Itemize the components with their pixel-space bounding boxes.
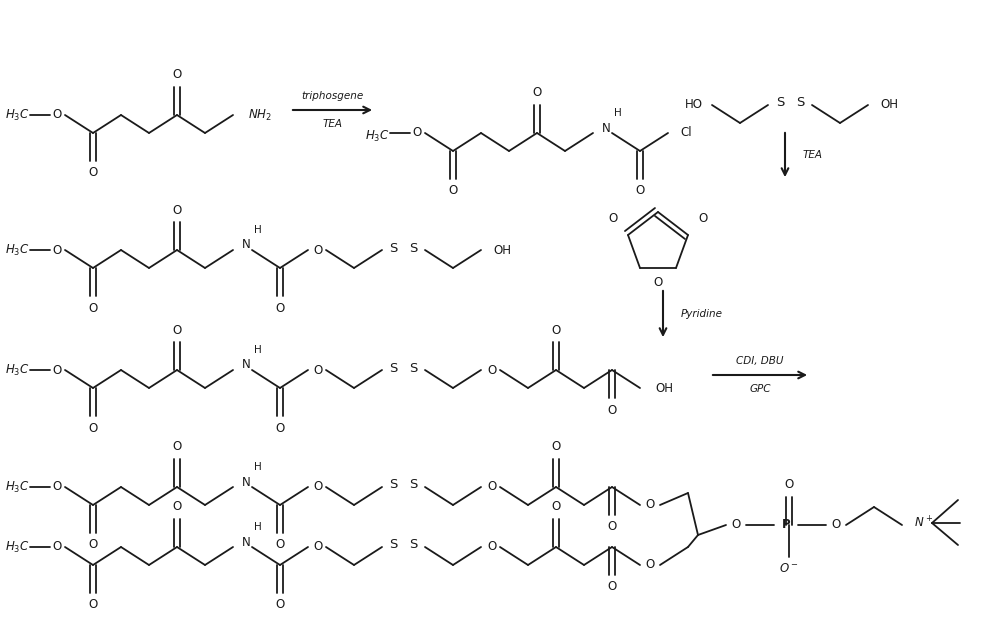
Text: S: S bbox=[409, 362, 417, 375]
Text: O: O bbox=[607, 520, 617, 533]
Text: TEA: TEA bbox=[803, 150, 823, 160]
Text: O: O bbox=[88, 598, 98, 611]
Text: N: N bbox=[242, 536, 251, 549]
Text: O: O bbox=[275, 421, 285, 434]
Text: O: O bbox=[551, 323, 561, 336]
Text: $N^+$: $N^+$ bbox=[914, 515, 933, 531]
Text: triphosgene: triphosgene bbox=[301, 91, 364, 101]
Text: O: O bbox=[551, 501, 561, 514]
Text: OH: OH bbox=[880, 98, 898, 111]
Text: O: O bbox=[607, 404, 617, 417]
Text: O: O bbox=[52, 481, 62, 494]
Text: O: O bbox=[52, 363, 62, 376]
Text: $H_3C$: $H_3C$ bbox=[5, 108, 30, 122]
Text: O: O bbox=[172, 203, 182, 216]
Text: O: O bbox=[172, 501, 182, 514]
Text: O: O bbox=[313, 243, 323, 256]
Text: TEA: TEA bbox=[322, 119, 342, 129]
Text: O: O bbox=[645, 559, 655, 572]
Text: S: S bbox=[796, 96, 804, 109]
Text: N: N bbox=[242, 475, 251, 488]
Text: Cl: Cl bbox=[680, 127, 692, 140]
Text: O: O bbox=[532, 87, 542, 99]
Text: O: O bbox=[88, 538, 98, 551]
Text: $H_3C$: $H_3C$ bbox=[365, 129, 390, 143]
Text: S: S bbox=[389, 362, 397, 375]
Text: O: O bbox=[731, 519, 741, 531]
Text: $NH_2$: $NH_2$ bbox=[248, 108, 272, 122]
Text: O: O bbox=[275, 302, 285, 315]
Text: CDI, DBU: CDI, DBU bbox=[736, 356, 784, 366]
Text: $H_3C$: $H_3C$ bbox=[5, 362, 30, 378]
Text: H: H bbox=[254, 522, 262, 532]
Text: S: S bbox=[389, 478, 397, 491]
Text: O: O bbox=[275, 598, 285, 611]
Text: S: S bbox=[776, 96, 784, 109]
Text: O: O bbox=[88, 166, 98, 179]
Text: O: O bbox=[487, 363, 497, 376]
Text: H: H bbox=[254, 462, 262, 472]
Text: O: O bbox=[313, 363, 323, 376]
Text: N: N bbox=[602, 122, 611, 135]
Text: N: N bbox=[242, 239, 251, 252]
Text: O: O bbox=[551, 441, 561, 454]
Text: O: O bbox=[313, 481, 323, 494]
Text: O: O bbox=[275, 538, 285, 551]
Text: O: O bbox=[52, 109, 62, 122]
Text: P: P bbox=[782, 519, 790, 531]
Text: O: O bbox=[412, 127, 422, 140]
Text: S: S bbox=[389, 538, 397, 551]
Text: OH: OH bbox=[493, 243, 511, 256]
Text: O: O bbox=[698, 211, 708, 224]
Text: O: O bbox=[608, 211, 618, 224]
Text: O: O bbox=[88, 421, 98, 434]
Text: O: O bbox=[448, 185, 458, 198]
Text: O: O bbox=[645, 499, 655, 512]
Text: S: S bbox=[409, 242, 417, 255]
Text: GPC: GPC bbox=[749, 384, 771, 394]
Text: S: S bbox=[409, 478, 417, 491]
Text: O: O bbox=[313, 541, 323, 554]
Text: O: O bbox=[172, 441, 182, 454]
Text: N: N bbox=[242, 358, 251, 371]
Text: O: O bbox=[635, 185, 645, 198]
Text: O: O bbox=[172, 69, 182, 82]
Text: O: O bbox=[831, 519, 841, 531]
Text: O: O bbox=[52, 541, 62, 554]
Text: HO: HO bbox=[685, 98, 703, 111]
Text: $O^-$: $O^-$ bbox=[779, 562, 799, 575]
Text: O: O bbox=[52, 243, 62, 256]
Text: O: O bbox=[172, 323, 182, 336]
Text: $H_3C$: $H_3C$ bbox=[5, 540, 30, 554]
Text: $H_3C$: $H_3C$ bbox=[5, 480, 30, 494]
Text: O: O bbox=[653, 276, 663, 289]
Text: H: H bbox=[614, 108, 622, 118]
Text: H: H bbox=[254, 225, 262, 235]
Text: O: O bbox=[487, 541, 497, 554]
Text: S: S bbox=[409, 538, 417, 551]
Text: OH: OH bbox=[655, 381, 673, 394]
Text: Pyridine: Pyridine bbox=[681, 309, 723, 319]
Text: H: H bbox=[254, 345, 262, 355]
Text: $H_3C$: $H_3C$ bbox=[5, 242, 30, 258]
Text: O: O bbox=[607, 580, 617, 593]
Text: O: O bbox=[88, 302, 98, 315]
Text: O: O bbox=[784, 478, 794, 491]
Text: S: S bbox=[389, 242, 397, 255]
Text: O: O bbox=[487, 481, 497, 494]
